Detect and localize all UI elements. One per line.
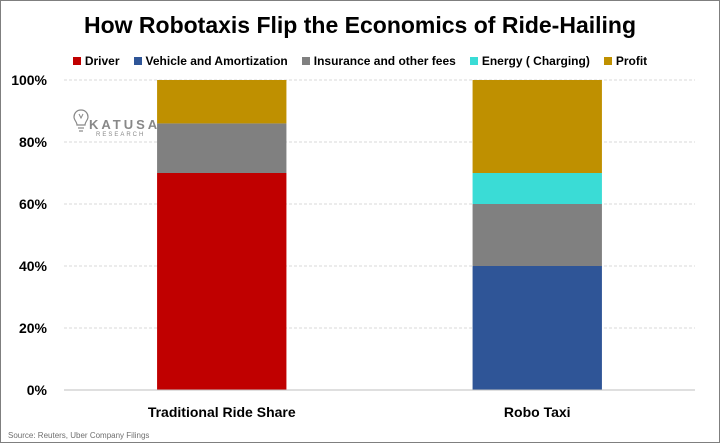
legend-label-driver: Driver bbox=[84, 54, 120, 68]
source-note: Source: Reuters, Uber Company Filings bbox=[8, 431, 150, 440]
legend-item-driver: Driver bbox=[72, 54, 120, 68]
x-axis-ticks: Traditional Ride Share Robo Taxi bbox=[148, 404, 571, 420]
y-tick-label: 100% bbox=[11, 72, 47, 88]
legend-item-energy: Energy ( Charging) bbox=[469, 54, 590, 68]
y-tick-label: 20% bbox=[19, 320, 48, 336]
bar-segment-driver bbox=[157, 173, 287, 390]
legend-label-insurance: Insurance and other fees bbox=[313, 54, 456, 68]
legend-item-vehicle: Vehicle and Amortization bbox=[133, 54, 288, 68]
y-tick-label: 60% bbox=[19, 196, 48, 212]
logo-name: KATUSA bbox=[89, 117, 161, 132]
y-tick-label: 0% bbox=[27, 382, 48, 398]
legend-label-profit: Profit bbox=[615, 54, 648, 68]
bar-segment-vehicle-and-amortization bbox=[472, 266, 602, 390]
legend: Driver Vehicle and Amortization Insuranc… bbox=[0, 54, 720, 68]
bar-segment-profit bbox=[157, 80, 287, 124]
legend-item-profit: Profit bbox=[603, 54, 648, 68]
x-tick-label: Traditional Ride Share bbox=[148, 404, 296, 420]
legend-swatch-vehicle bbox=[133, 57, 142, 65]
legend-swatch-driver bbox=[72, 57, 81, 65]
legend-item-insurance: Insurance and other fees bbox=[301, 54, 456, 68]
lightbulb-icon bbox=[73, 109, 89, 132]
bars bbox=[157, 80, 602, 390]
bar-segment-energy-charging bbox=[472, 173, 602, 204]
x-tick-label: Robo Taxi bbox=[504, 404, 571, 420]
legend-swatch-energy bbox=[469, 57, 478, 65]
y-tick-label: 80% bbox=[19, 134, 48, 150]
legend-label-vehicle: Vehicle and Amortization bbox=[145, 54, 288, 68]
legend-swatch-insurance bbox=[301, 57, 310, 65]
bar-segment-profit bbox=[472, 80, 602, 173]
bar-segment-insurance-and-other-fees bbox=[472, 204, 602, 266]
y-tick-label: 40% bbox=[19, 258, 48, 274]
legend-label-energy: Energy ( Charging) bbox=[481, 54, 590, 68]
y-axis-ticks: 0% 20% 40% 60% 80% 100% bbox=[11, 72, 47, 398]
legend-swatch-profit bbox=[603, 57, 612, 65]
chart-title: How Robotaxis Flip the Economics of Ride… bbox=[83, 12, 637, 38]
logo-subtitle: RESEARCH bbox=[96, 132, 146, 138]
bar-segment-insurance-and-other-fees bbox=[157, 123, 287, 173]
